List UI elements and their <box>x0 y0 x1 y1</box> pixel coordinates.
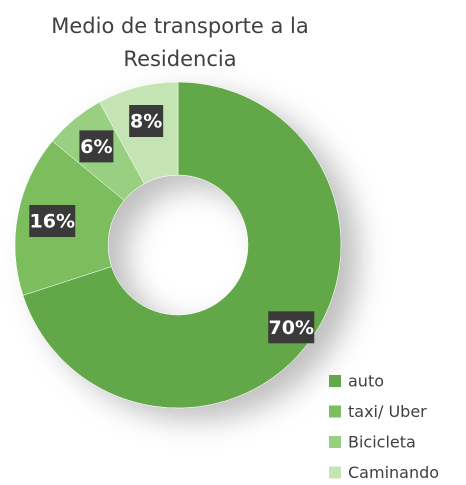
data-label-box <box>29 205 76 238</box>
legend-swatch <box>329 466 341 479</box>
donut <box>14 81 342 409</box>
data-label: 6% <box>80 136 112 158</box>
data-label-box <box>129 105 164 138</box>
legend-label: Bicicleta <box>348 433 416 452</box>
data-label-box <box>79 130 114 163</box>
data-label: 70% <box>269 317 314 339</box>
legend-label: taxi/ Uber <box>348 402 427 421</box>
legend-label: auto <box>348 372 384 391</box>
legend-swatch <box>329 436 341 448</box>
data-label: 16% <box>30 211 75 233</box>
chart-title: Medio de transporte a la Residencia <box>51 14 309 71</box>
legend-swatch <box>329 405 341 418</box>
legend-swatch <box>329 375 341 387</box>
legend-label: Caminando <box>348 463 439 482</box>
data-label-box <box>268 311 315 344</box>
donut-slice <box>22 81 342 409</box>
data-label: 8% <box>130 111 162 133</box>
